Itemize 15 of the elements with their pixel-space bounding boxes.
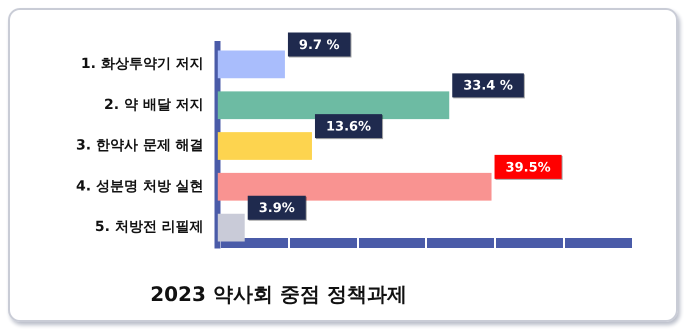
y-tick-label: 1. 화상투약기 저지: [80, 56, 204, 72]
y-tick-label: 5. 처방전 리필제: [94, 219, 204, 236]
data-label: 13.6%: [326, 120, 372, 135]
data-label: 9.7 %: [298, 38, 340, 53]
y-tick-label: 2. 약 배달 저지: [104, 96, 204, 113]
data-label: 39.5%: [506, 160, 551, 176]
y-tick-label: 3. 한약사 문제 해결: [76, 138, 204, 154]
y-tick-label: 4. 성분명 처방 실현: [76, 178, 204, 194]
data-label: 3.9%: [258, 201, 295, 216]
bar: [218, 172, 492, 201]
bar: [218, 50, 285, 78]
data-label: 33.4 %: [463, 78, 513, 94]
bar: [218, 91, 450, 120]
text: 2023 약사회 중점 정책과제: [150, 282, 407, 306]
bar: [218, 132, 312, 160]
